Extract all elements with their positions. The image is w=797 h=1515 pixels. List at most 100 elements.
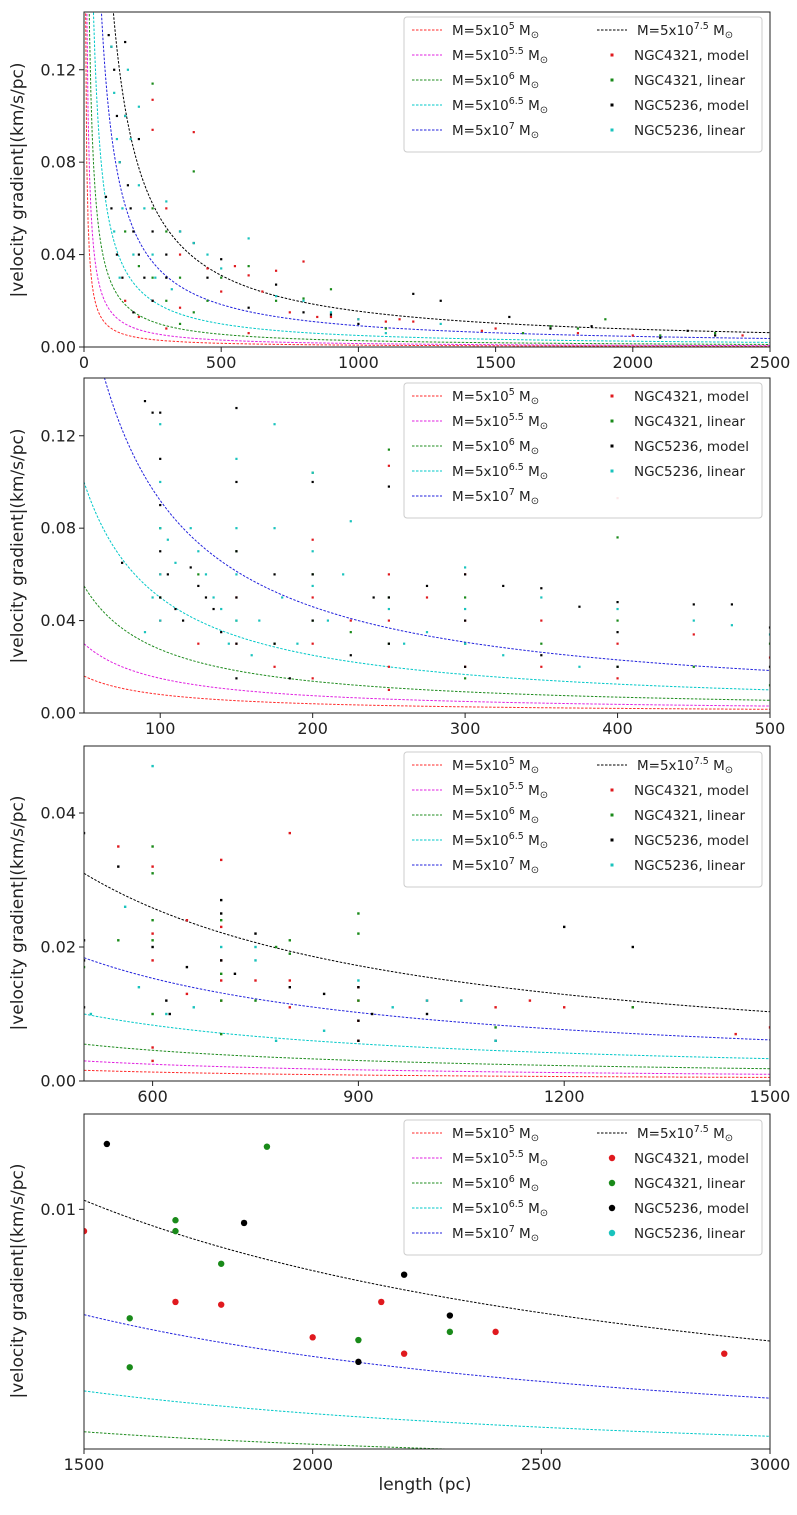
data-point: [446, 1328, 454, 1336]
data-point: [137, 105, 140, 108]
legend-box: [403, 382, 763, 519]
data-point: [220, 912, 223, 915]
data-point: [254, 945, 257, 949]
data-point: [616, 536, 619, 539]
data-point: [151, 98, 154, 101]
data-point: [121, 207, 124, 210]
data-point: [137, 184, 140, 187]
data-point: [159, 619, 162, 622]
model-curve-2: [84, 1043, 770, 1070]
model-curve-1: [84, 1454, 770, 1468]
data-point: [117, 845, 120, 848]
legend-label: M=5x107 M⊙: [452, 1224, 539, 1244]
data-point: [220, 972, 223, 975]
data-point: [218, 1260, 225, 1267]
data-point: [616, 607, 619, 611]
scatter-points: [121, 400, 770, 691]
data-point: [143, 400, 147, 403]
data-point: [768, 626, 770, 629]
data-point: [464, 665, 467, 668]
legend-marker: [608, 1154, 616, 1162]
data-point: [311, 642, 314, 645]
data-point: [235, 406, 238, 410]
data-point: [616, 619, 619, 622]
data-point: [616, 642, 619, 645]
data-point: [189, 566, 192, 569]
legend-label: M=5x106 M⊙: [452, 437, 539, 457]
data-point: [494, 1006, 497, 1009]
chart-panel-4: 1500 2000 2500 3000 0.01 |velocity gradient|(…: [8, 1113, 790, 1495]
data-point: [178, 230, 182, 233]
data-point: [311, 538, 314, 541]
data-point: [540, 596, 543, 599]
legend-box: [403, 16, 763, 153]
data-point: [349, 654, 352, 657]
data-point: [84, 1227, 88, 1235]
data-point: [412, 292, 415, 295]
data-point: [578, 605, 581, 608]
data-point: [165, 276, 168, 279]
data-point: [185, 919, 189, 922]
y-tick-label: 0.00: [40, 1072, 76, 1091]
legend: M=5x105 M⊙ M=5x105.5 M⊙ M=5x106 M⊙ M=5x106.…: [403, 751, 763, 888]
data-point: [220, 898, 223, 902]
data-point: [357, 999, 360, 1002]
data-point: [281, 596, 284, 599]
data-point: [384, 332, 387, 335]
data-point: [549, 325, 552, 328]
data-point: [425, 584, 429, 588]
data-point: [143, 276, 146, 279]
data-point: [391, 1006, 394, 1009]
data-point: [254, 979, 257, 982]
data-point: [151, 596, 154, 599]
data-point: [384, 327, 387, 330]
data-point: [189, 527, 192, 530]
data-point: [576, 327, 580, 330]
data-point: [384, 320, 387, 323]
data-point: [311, 471, 314, 474]
data-point: [159, 480, 162, 484]
data-point: [616, 601, 619, 604]
data-point: [273, 527, 276, 530]
data-point: [220, 925, 223, 929]
data-point: [274, 295, 278, 298]
data-point: [165, 327, 168, 330]
data-point: [302, 311, 305, 314]
data-point: [274, 1039, 278, 1042]
data-point: [398, 318, 401, 321]
data-point: [329, 313, 333, 316]
data-point: [107, 34, 110, 37]
chart-panel-1: 0 500 1000 1500 2000 2500 0.00 0.04 0.08 0.12 |vel…: [8, 11, 790, 372]
legend-label: NGC5236, linear: [634, 858, 746, 874]
data-point: [549, 327, 552, 330]
data-point: [464, 607, 467, 611]
y-axis-label: |velocity gradient|(km/s/pc): [8, 795, 28, 1030]
data-point: [616, 677, 619, 680]
data-point: [425, 631, 429, 634]
data-point: [235, 480, 238, 484]
data-point: [197, 573, 200, 576]
legend-marker: [610, 469, 614, 473]
model-curve-0: [84, 675, 770, 710]
data-point: [686, 329, 689, 332]
data-point: [115, 137, 119, 141]
data-point: [126, 1364, 133, 1371]
legend-label: M=5x107 M⊙: [452, 121, 539, 141]
data-point: [254, 999, 257, 1002]
legend-marker: [610, 813, 614, 817]
data-point: [181, 619, 185, 622]
data-point: [370, 1012, 374, 1016]
data-point: [768, 684, 770, 687]
data-point: [235, 457, 238, 460]
data-point: [329, 311, 333, 314]
data-point: [220, 919, 223, 922]
legend-marker: [608, 1204, 616, 1212]
data-point: [464, 573, 467, 576]
legend-label: NGC5236, linear: [634, 123, 746, 139]
data-point: [110, 207, 113, 210]
data-point: [464, 677, 467, 680]
legend-label: M=5x105.5 M⊙: [452, 1149, 548, 1169]
data-point: [274, 945, 278, 949]
data-point: [349, 631, 352, 634]
y-axis-label: |velocity gradient|(km/s/pc): [8, 62, 28, 297]
